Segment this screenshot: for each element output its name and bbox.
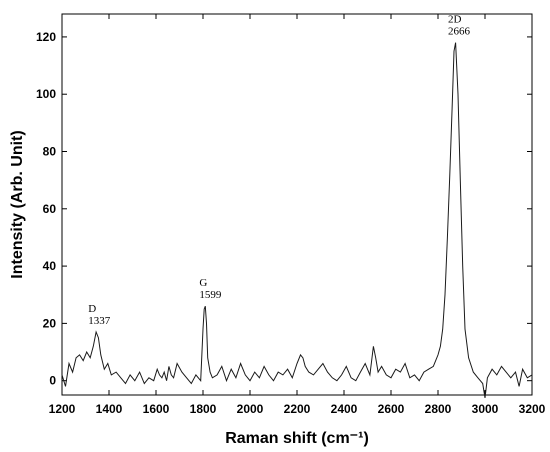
y-tick-label: 80 [43,145,57,159]
x-tick-label: 2200 [284,402,311,416]
peak-value-label: 1337 [88,315,111,327]
y-axis-ticks: 0 20 40 60 80 100 120 [36,30,532,388]
y-axis-label: Intensity (Arb. Unit) [9,130,26,278]
y-tick-label: 40 [43,259,57,273]
x-tick-label: 1800 [190,402,217,416]
spectrum-line [61,42,533,398]
x-tick-label: 3200 [519,402,546,416]
x-tick-label: 1200 [49,402,76,416]
x-axis-label: Raman shift (cm⁻¹) [225,430,369,447]
peak-value-label: 2666 [448,26,471,38]
peak-name-label: G [199,277,207,289]
y-tick-label: 60 [43,202,57,216]
y-tick-label: 120 [36,30,56,44]
x-tick-label: 3000 [472,402,499,416]
x-axis-ticks: 1200 1400 1600 1800 2000 2200 2400 2600 2800 3000… [49,14,546,416]
x-tick-label: 1400 [96,402,123,416]
peak-value-label: 1599 [199,289,222,301]
y-tick-label: 0 [49,374,56,388]
peak-name-label: D [88,303,96,315]
x-tick-label: 2400 [331,402,358,416]
x-tick-label: 2000 [237,402,264,416]
y-tick-label: 100 [36,87,56,101]
peak-name-label: 2D [448,14,462,26]
x-tick-label: 2600 [378,402,405,416]
x-tick-label: 1600 [143,402,170,416]
y-tick-label: 20 [43,316,57,330]
x-tick-label: 2800 [425,402,452,416]
